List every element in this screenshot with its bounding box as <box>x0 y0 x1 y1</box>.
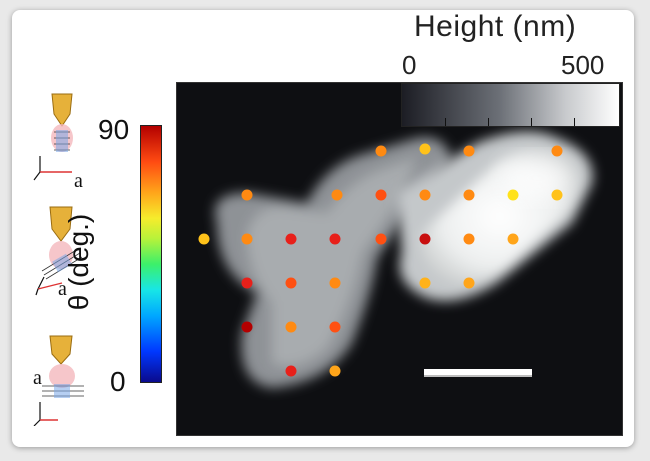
height-scale-min: 0 <box>402 50 417 80</box>
axis-label-a-2: a <box>58 278 67 300</box>
orientation-dot <box>507 233 519 245</box>
orientation-dots <box>198 143 563 377</box>
theta-min-label: 0 <box>110 366 126 397</box>
orientation-dot <box>419 143 431 155</box>
orientation-dot <box>241 189 253 201</box>
orientation-dot <box>241 277 253 289</box>
orientation-dot <box>463 145 475 157</box>
orientation-dot <box>375 233 387 245</box>
orientation-dot <box>463 277 475 289</box>
orientation-dot <box>331 189 343 201</box>
theta-colorbar <box>140 125 162 383</box>
afm-height-image <box>176 82 623 436</box>
orientation-dot <box>329 321 341 333</box>
orientation-dot <box>375 145 387 157</box>
height-scale-bar <box>401 83 620 127</box>
scale-bar <box>424 369 532 375</box>
axis-label-a-1: a <box>74 170 83 192</box>
afm-image-svg <box>177 83 622 435</box>
orientation-dot <box>375 189 387 201</box>
tip-schematic-1 <box>33 93 73 181</box>
orientation-dot <box>329 233 341 245</box>
orientation-dot <box>198 233 210 245</box>
orientation-dot <box>419 277 431 289</box>
orientation-dot <box>551 189 563 201</box>
orientation-dot <box>329 365 341 377</box>
axis-label-a-3: a <box>33 367 42 389</box>
height-scale-max: 500 <box>561 50 605 80</box>
orientation-dot <box>241 233 253 245</box>
orientation-dot <box>285 365 297 377</box>
orientation-dot <box>285 321 297 333</box>
orientation-dot <box>285 233 297 245</box>
tip-schematic-3 <box>33 335 84 426</box>
orientation-dot <box>507 189 519 201</box>
orientation-dot <box>285 277 297 289</box>
orientation-dot <box>419 189 431 201</box>
orientation-dot <box>329 277 341 289</box>
orientation-dot <box>463 233 475 245</box>
tip-schematic-2 <box>35 206 83 296</box>
crystal-left <box>215 137 452 388</box>
height-scale-title: Height (nm) <box>414 10 577 43</box>
orientation-dot <box>241 321 253 333</box>
theta-axis-label: θ (deg.) <box>63 213 94 311</box>
orientation-dot <box>551 145 563 157</box>
orientation-dot <box>463 189 475 201</box>
orientation-dot <box>419 233 431 245</box>
theta-max-label: 90 <box>98 114 130 145</box>
